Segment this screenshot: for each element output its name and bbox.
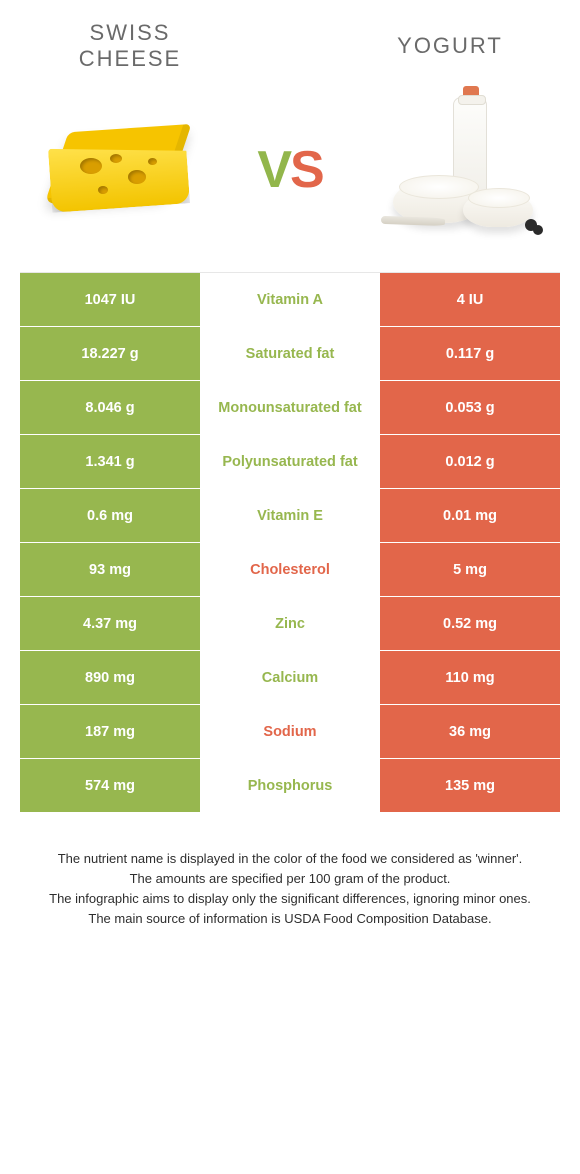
left-value: 8.046 g [20,381,200,434]
vs-badge: VS [257,140,322,200]
nutrient-name: Vitamin E [200,489,380,542]
left-value: 4.37 mg [20,597,200,650]
right-value: 0.01 mg [380,489,560,542]
right-value: 135 mg [380,759,560,812]
left-value: 1.341 g [20,435,200,488]
right-value: 0.117 g [380,327,560,380]
table-row: 93 mgCholesterol5 mg [20,543,560,597]
table-row: 574 mgPhosphorus135 mg [20,759,560,813]
right-value: 4 IU [380,273,560,326]
left-food-title: SWISS CHEESE [40,20,220,72]
table-row: 0.6 mgVitamin E0.01 mg [20,489,560,543]
left-value: 0.6 mg [20,489,200,542]
vs-s-letter: S [290,141,323,199]
right-value: 0.52 mg [380,597,560,650]
table-row: 1047 IUVitamin A4 IU [20,273,560,327]
nutrient-name: Zinc [200,597,380,650]
left-food-image [30,100,210,240]
table-row: 4.37 mgZinc0.52 mg [20,597,560,651]
left-value: 18.227 g [20,327,200,380]
nutrient-name: Sodium [200,705,380,758]
right-value: 0.053 g [380,381,560,434]
images-row: VS [0,82,580,272]
footnote-line: The amounts are specified per 100 gram o… [28,869,552,889]
nutrient-name: Calcium [200,651,380,704]
left-value: 574 mg [20,759,200,812]
vs-v-letter: V [257,141,290,199]
left-value: 93 mg [20,543,200,596]
table-row: 18.227 gSaturated fat0.117 g [20,327,560,381]
right-value: 36 mg [380,705,560,758]
right-value: 0.012 g [380,435,560,488]
table-row: 1.341 gPolyunsaturated fat0.012 g [20,435,560,489]
nutrient-name: Cholesterol [200,543,380,596]
right-value: 5 mg [380,543,560,596]
right-value: 110 mg [380,651,560,704]
nutrient-name: Vitamin A [200,273,380,326]
table-row: 890 mgCalcium110 mg [20,651,560,705]
left-value: 187 mg [20,705,200,758]
footnote-line: The nutrient name is displayed in the co… [28,849,552,869]
left-value: 1047 IU [20,273,200,326]
nutrient-name: Polyunsaturated fat [200,435,380,488]
table-row: 8.046 gMonounsaturated fat0.053 g [20,381,560,435]
yogurt-icon [375,95,545,245]
nutrient-name: Saturated fat [200,327,380,380]
footnote-line: The main source of information is USDA F… [28,909,552,929]
table-row: 187 mgSodium36 mg [20,705,560,759]
cheese-icon [40,110,200,230]
nutrient-name: Monounsaturated fat [200,381,380,434]
footnote-line: The infographic aims to display only the… [28,889,552,909]
footnotes: The nutrient name is displayed in the co… [28,849,552,930]
left-value: 890 mg [20,651,200,704]
nutrient-name: Phosphorus [200,759,380,812]
comparison-table: 1047 IUVitamin A4 IU18.227 gSaturated fa… [20,272,560,813]
right-food-title: YOGURT [360,33,540,59]
header: SWISS CHEESE YOGURT [0,0,580,82]
right-food-image [370,100,550,240]
